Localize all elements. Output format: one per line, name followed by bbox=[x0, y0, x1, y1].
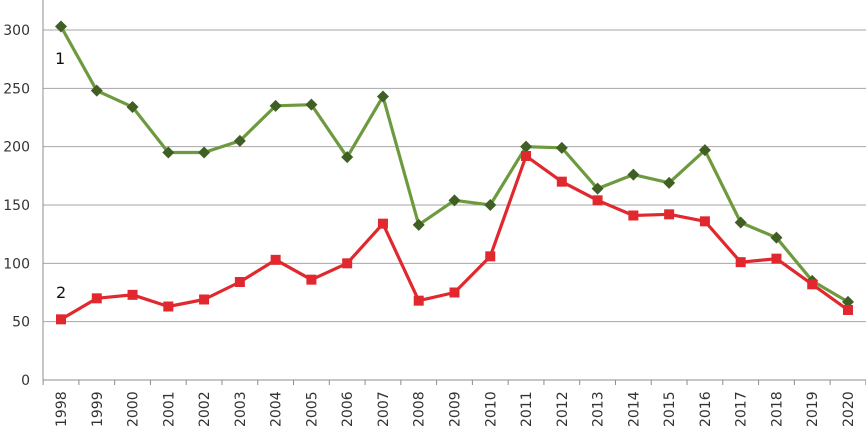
series-1-label: 1 bbox=[55, 49, 65, 68]
series-2-point bbox=[735, 257, 746, 268]
series-1-point bbox=[555, 141, 568, 154]
series-2-point bbox=[377, 218, 388, 229]
x-tick-label: 2008 bbox=[412, 391, 428, 427]
series-1-point bbox=[162, 146, 175, 159]
x-tick-label: 2006 bbox=[340, 391, 356, 427]
x-tick-label: 2014 bbox=[626, 391, 642, 427]
series-2-point bbox=[270, 254, 281, 265]
x-tick-label: 2017 bbox=[734, 391, 750, 427]
series-2-point bbox=[843, 305, 853, 315]
series-1-point bbox=[627, 168, 640, 181]
series-1-point bbox=[412, 218, 425, 231]
y-tick-label: 0 bbox=[21, 373, 30, 389]
series-2-point bbox=[771, 253, 782, 264]
x-tick-label: 2001 bbox=[161, 391, 177, 427]
series-2-point bbox=[306, 274, 317, 285]
series-label-layer: 12 bbox=[55, 49, 66, 302]
x-tick-label: 2015 bbox=[662, 391, 678, 427]
series-1-point bbox=[233, 134, 246, 147]
series-1-point bbox=[734, 216, 747, 229]
series-1-point bbox=[484, 199, 497, 211]
series-2-point bbox=[521, 151, 532, 161]
x-tick-label: 2004 bbox=[269, 391, 285, 427]
y-tick-label: 200 bbox=[3, 140, 30, 156]
series-2-point bbox=[807, 279, 818, 290]
grid-layer bbox=[43, 29, 866, 323]
series-1-line bbox=[59, 25, 849, 304]
x-tick-label: 1999 bbox=[90, 391, 106, 427]
x-tick-label: 2003 bbox=[233, 391, 249, 427]
series-2-point bbox=[664, 209, 675, 220]
y-tick-label: 100 bbox=[3, 256, 30, 272]
series-1-point bbox=[698, 144, 711, 157]
series-2-point bbox=[199, 294, 210, 305]
series-2-point bbox=[413, 295, 424, 306]
series-1-point bbox=[591, 182, 604, 195]
series-2-point bbox=[127, 289, 138, 300]
series-1-point bbox=[90, 84, 103, 97]
series-1-point bbox=[341, 151, 354, 164]
series-1-point bbox=[198, 146, 211, 159]
x-tick-label: 2013 bbox=[591, 391, 607, 427]
series-2-point bbox=[234, 277, 245, 287]
x-tick-label: 2011 bbox=[519, 391, 535, 427]
x-tick-label: 2009 bbox=[448, 391, 464, 427]
y-tick-label: 50 bbox=[12, 315, 30, 331]
axis-layer: 0 50 100 150 200 250 300 1998 1999 2000 2001 2002 20… bbox=[3, 0, 866, 427]
y-tick-label: 250 bbox=[3, 81, 30, 97]
series-2-point bbox=[91, 293, 102, 304]
x-tick-label: 2019 bbox=[805, 391, 821, 427]
series-1-point bbox=[520, 140, 533, 153]
series-1-point bbox=[770, 231, 783, 244]
series-2-point bbox=[485, 251, 496, 262]
x-tick-label: 2016 bbox=[698, 391, 714, 427]
series-layer bbox=[55, 20, 854, 325]
x-tick-label: 1998 bbox=[54, 391, 70, 427]
series-2-point bbox=[56, 314, 66, 325]
series-2-point bbox=[628, 210, 639, 221]
series-2-point bbox=[556, 176, 567, 187]
series-2-point bbox=[163, 301, 174, 312]
series-1-point bbox=[842, 295, 854, 308]
x-tick-label: 2007 bbox=[376, 391, 392, 427]
series-2-point bbox=[342, 258, 353, 269]
y-tick-label: 150 bbox=[3, 198, 30, 214]
x-tick-label: 2010 bbox=[483, 391, 499, 427]
series-2-label: 2 bbox=[56, 283, 66, 302]
x-tick-label: 2020 bbox=[841, 391, 857, 427]
series-1-point bbox=[55, 20, 67, 33]
x-tick-label: 2000 bbox=[126, 391, 142, 427]
series-2-point bbox=[699, 216, 710, 227]
series-1-point bbox=[269, 99, 282, 112]
series-1-point bbox=[376, 90, 389, 103]
series-1-point bbox=[663, 176, 676, 189]
y-tick-label: 300 bbox=[3, 23, 30, 39]
series-1-point bbox=[305, 98, 318, 111]
series-1-point bbox=[126, 101, 139, 113]
series-2-point bbox=[592, 195, 603, 206]
x-tick-label: 2018 bbox=[769, 391, 785, 427]
series-2-point bbox=[449, 287, 460, 298]
x-tick-label: 2005 bbox=[304, 391, 320, 427]
series-1-point bbox=[448, 194, 461, 207]
x-tick-label: 2002 bbox=[197, 391, 213, 427]
x-tick-label: 2012 bbox=[555, 391, 571, 427]
